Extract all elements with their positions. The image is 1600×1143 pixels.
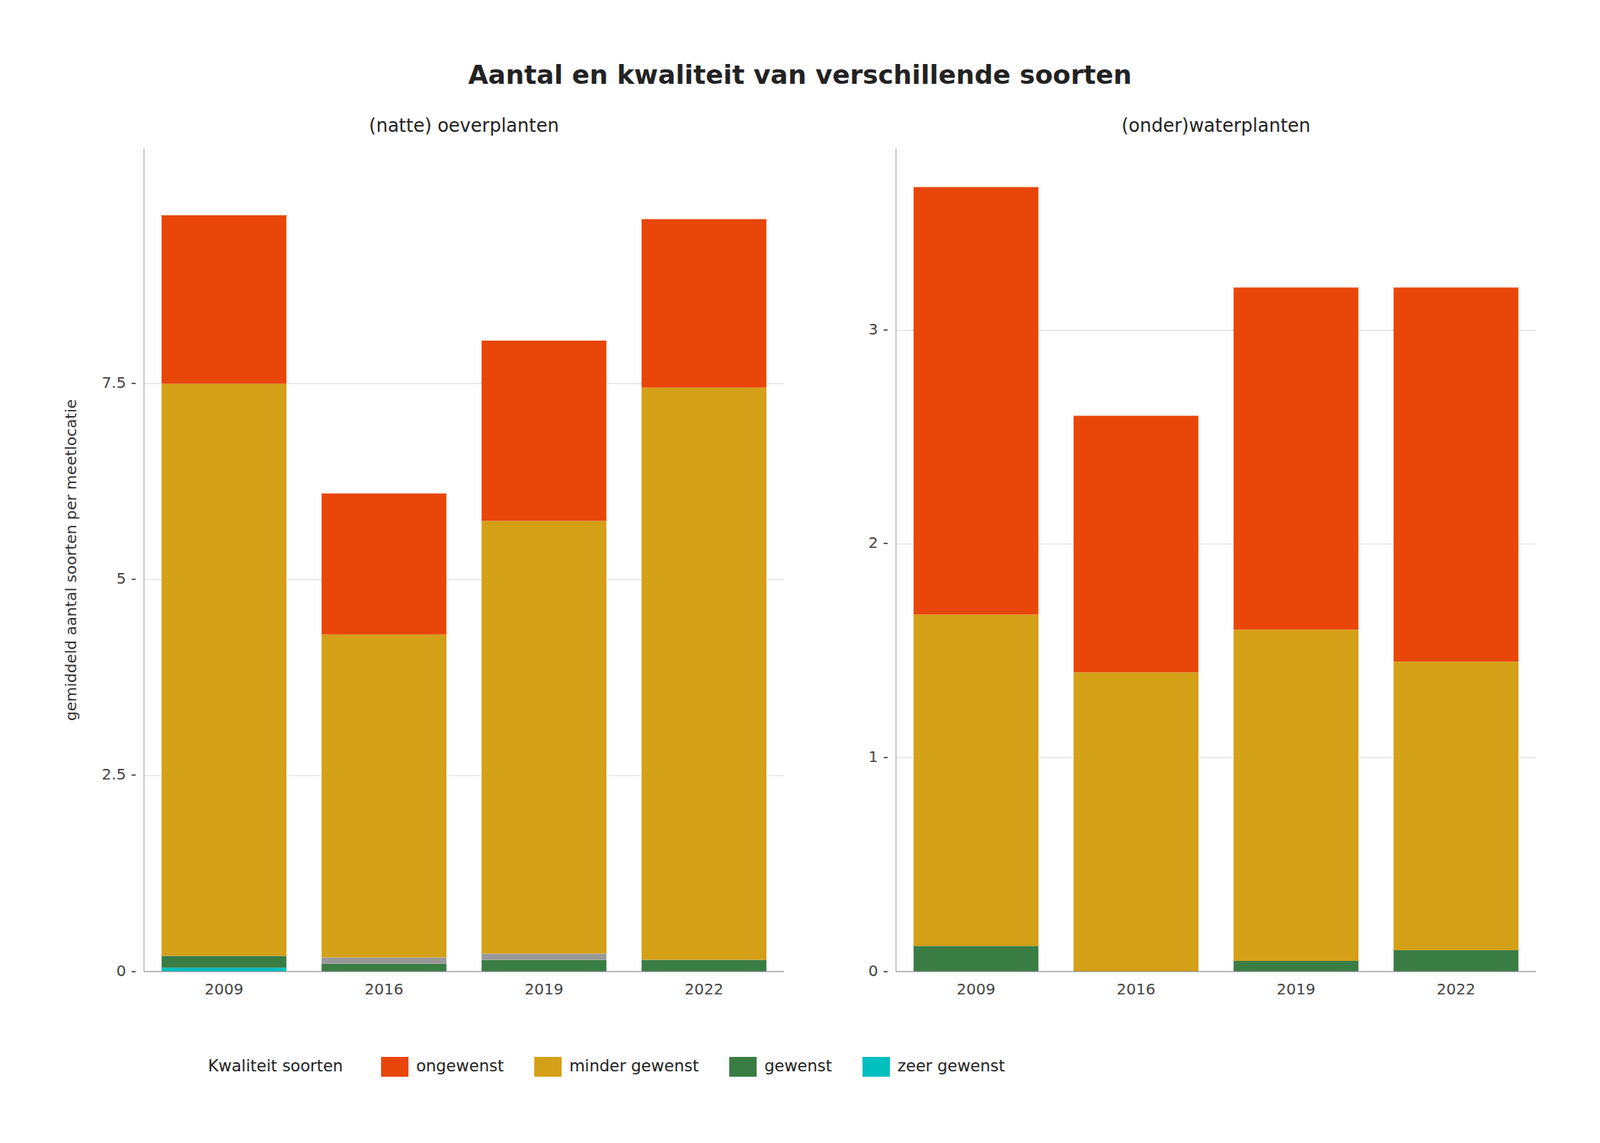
chart-title: (onder)waterplanten — [1121, 115, 1311, 137]
legend-title: Kwaliteit soorten — [208, 1056, 343, 1076]
bar-segment — [1233, 960, 1359, 972]
bar-segment — [913, 614, 1039, 947]
bar-segment — [641, 387, 767, 960]
x-tick-label: 2019 — [524, 979, 564, 999]
legend-label: minder gewenst — [569, 1056, 699, 1076]
y-tick-label: 2 - — [868, 533, 889, 552]
y-tick-label: 0 - — [868, 961, 889, 980]
legend-label: ongewenst — [416, 1056, 504, 1076]
bar-segment — [913, 945, 1039, 972]
bar-segment — [321, 963, 447, 972]
background — [0, 0, 1600, 1143]
y-tick-label: 5 - — [116, 569, 137, 588]
bar-segment — [481, 953, 607, 960]
bar-segment — [161, 214, 287, 384]
x-axis-line — [896, 971, 1536, 973]
bar-segment — [481, 521, 607, 954]
bar-segment — [161, 955, 287, 967]
bar-segment — [1233, 629, 1359, 961]
figure: Aantal en kwaliteit van verschillende so… — [0, 0, 1600, 1143]
chart-title: (natte) oeverplanten — [368, 115, 559, 137]
bar-segment — [161, 384, 287, 957]
y-axis-line — [144, 148, 145, 972]
legend-swatch — [862, 1056, 890, 1077]
x-tick-label: 2016 — [1116, 979, 1156, 999]
main-title: Aantal en kwaliteit van verschillende so… — [467, 59, 1132, 90]
y-axis-line — [896, 148, 897, 972]
x-tick-label: 2009 — [956, 979, 996, 999]
x-tick-label: 2019 — [1276, 979, 1316, 999]
legend-label: zeer gewenst — [897, 1056, 1005, 1076]
bars — [913, 186, 1519, 972]
legend: Kwaliteit soorten ongewenst minder gewenst… — [208, 1056, 1005, 1077]
bar-segment — [1393, 287, 1519, 662]
y-axis-label: gemiddeld aantal soorten per meetlocatie — [61, 399, 80, 721]
bar-segment — [913, 186, 1039, 615]
legend-item: ongewenst — [380, 1056, 504, 1077]
y-tick-label: 1 - — [868, 747, 889, 766]
bar-segment — [1073, 416, 1199, 673]
y-tick-label: 0 - — [116, 961, 137, 980]
bar-segment — [161, 967, 287, 972]
x-tick-label: 2009 — [204, 979, 244, 999]
legend-item: gewenst — [729, 1056, 832, 1077]
x-tick-label: 2022 — [684, 979, 724, 999]
legend-label: gewenst — [764, 1056, 832, 1076]
bar-segment — [641, 960, 767, 972]
chart: 0 - 1 - 2 - 3 - 2009 2016 2019 2022 (onder)water… — [868, 115, 1536, 999]
bar-segment — [1393, 950, 1519, 972]
chart: 0 - 2.5 - 5 - 7.5 - 2009 2016 2019 2022 (natte) … — [61, 115, 785, 999]
y-tick-label: 3 - — [868, 320, 889, 339]
legend-swatch — [380, 1056, 409, 1077]
grid-line — [144, 971, 784, 973]
x-tick-label: 2022 — [1436, 979, 1476, 999]
legend-swatch — [729, 1056, 757, 1077]
bar-segment — [1393, 661, 1519, 951]
legend-item: minder gewenst — [534, 1056, 699, 1077]
bar-segment — [321, 956, 447, 964]
x-tick-label: 2016 — [364, 979, 404, 999]
legend-swatch — [534, 1056, 562, 1077]
bars — [161, 214, 767, 972]
bar-segment — [1073, 672, 1199, 972]
bar-segment — [641, 219, 767, 388]
bar-segment — [481, 960, 607, 972]
x-axis-line — [144, 971, 784, 973]
bar-segment — [321, 634, 447, 958]
bar-segment — [481, 340, 607, 522]
grid-line — [896, 971, 1536, 973]
bar-segment — [321, 493, 447, 635]
y-tick-label: 2.5 - — [102, 764, 137, 784]
legend-item: zeer gewenst — [862, 1056, 1005, 1077]
y-tick-label: 7.5 - — [102, 373, 137, 392]
bar-segment — [1233, 287, 1359, 630]
